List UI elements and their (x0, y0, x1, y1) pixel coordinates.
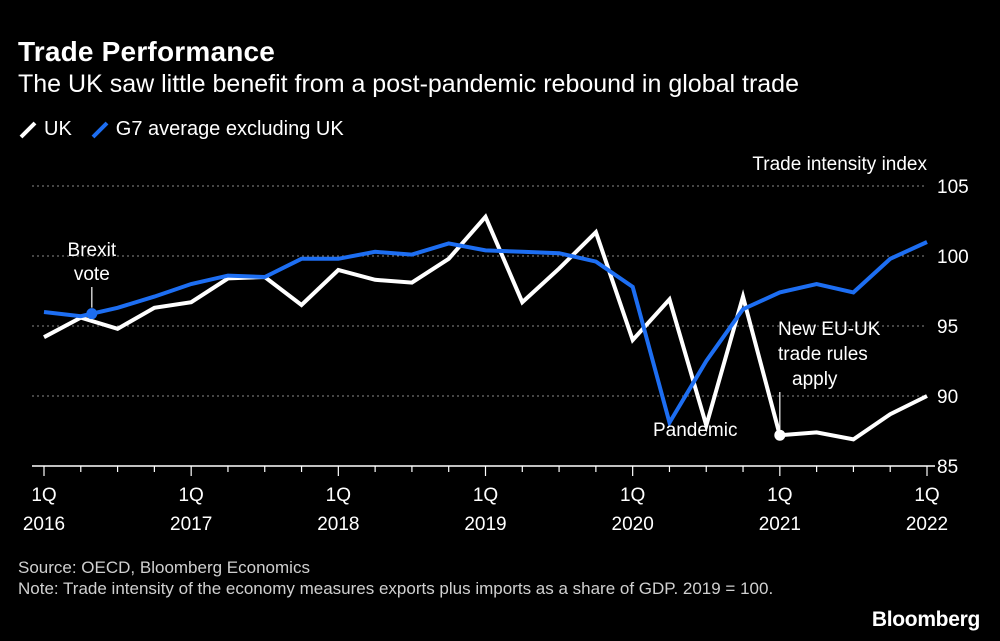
annotation-brexit-marker (86, 308, 98, 320)
x-tick-label-q-4: 1Q (178, 485, 203, 506)
x-tick-label-q-24: 1Q (914, 485, 939, 506)
y-tick-label-95: 95 (937, 317, 958, 338)
x-tick-label-year-24: 2022 (906, 514, 948, 535)
annotation-pandemic-text: Pandemic (653, 420, 738, 441)
x-tick-label-year-12: 2019 (464, 514, 506, 535)
x-tick-label-q-20: 1Q (767, 485, 792, 506)
legend-item-g7: G7 average excluding UK (90, 118, 344, 141)
brand-logo: Bloomberg (871, 608, 980, 631)
x-tick-label-year-20: 2021 (759, 514, 801, 535)
annotation-rules-line1: New EU-UK (778, 319, 881, 340)
source-text: Source: OECD, Bloomberg Economics (18, 558, 310, 577)
x-tick-label-q-0: 1Q (31, 485, 56, 506)
footer: Source: OECD, Bloomberg Economics Note: … (18, 557, 818, 599)
y-tick-label-100: 100 (937, 247, 969, 268)
series-line-g7 (43, 240, 928, 428)
legend-item-uk: UK (18, 118, 72, 141)
annotation-brexit-line1: Brexit (68, 240, 117, 261)
annotation-rules-line2: trade rules (778, 344, 868, 365)
chart-title: Trade Performance (18, 36, 276, 67)
y-tick-label-105: 105 (937, 177, 969, 198)
annotation-brexit-line2: vote (74, 264, 110, 285)
legend-label-g7: G7 average excluding UK (115, 118, 344, 140)
x-tick-label-year-4: 2017 (170, 514, 212, 535)
x-tick-label-year-16: 2020 (612, 514, 654, 535)
legend-label-uk: UK (44, 118, 72, 140)
legend: UK G7 average excluding UK (18, 118, 362, 141)
x-tick-label-year-8: 2018 (317, 514, 359, 535)
legend-swatch-g7 (90, 120, 110, 140)
y-tick-label-85: 85 (937, 457, 958, 478)
annotation-rules-line3: apply (792, 369, 838, 390)
legend-swatch-uk (18, 120, 38, 140)
x-tick-label-q-12: 1Q (473, 485, 498, 506)
y-tick-label-90: 90 (937, 387, 958, 408)
x-tick-label-q-16: 1Q (620, 485, 645, 506)
chart-subtitle: The UK saw little benefit from a post-pa… (18, 70, 799, 98)
y-axis-title: Trade intensity index (752, 154, 927, 175)
note-text: Note: Trade intensity of the economy mea… (18, 579, 774, 598)
x-tick-label-year-0: 2016 (23, 514, 65, 535)
x-tick-label-q-8: 1Q (326, 485, 351, 506)
annotation-rules-marker (774, 429, 786, 441)
